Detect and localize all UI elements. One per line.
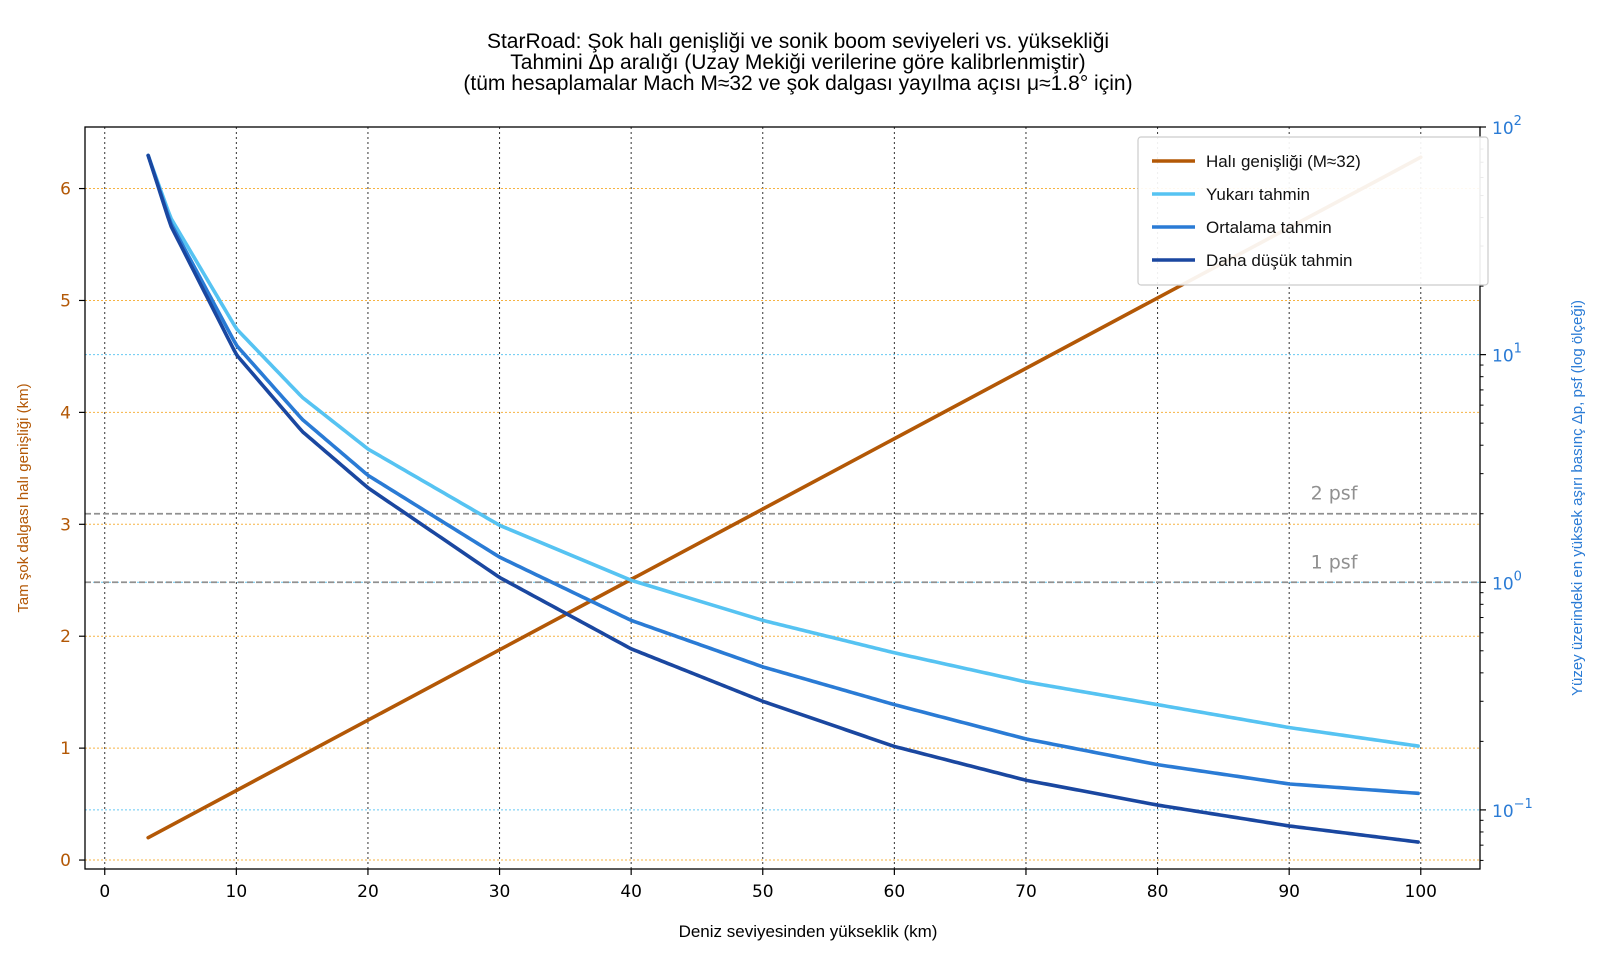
reference-line-label: 1 psf (1311, 551, 1359, 573)
chart-title-line-3: (tüm hesaplamalar Mach M≈32 ve şok dalga… (463, 72, 1132, 95)
series-line-3 (146, 153, 1420, 796)
x-tick-label: 10 (226, 882, 248, 902)
right-y-tick-label: 102 (1492, 114, 1522, 139)
left-y-tick-label: 1 (60, 739, 71, 759)
legend-box (1137, 136, 1489, 286)
legend-entry-label: Ortalama tahmin (1206, 218, 1332, 237)
x-tick-label: 20 (357, 882, 379, 902)
right-y-axis-label: Yüzey üzerindeki en yüksek aşırı basınç … (1569, 300, 1586, 696)
chart-title-line-1: StarRoad: Şok halı genişliği ve sonik bo… (487, 30, 1109, 53)
left-y-axis: 0 1 2 3 4 5 6 (60, 180, 85, 871)
right-y-tick-label: 100 (1492, 569, 1522, 594)
x-tick-label: 70 (1015, 882, 1037, 902)
right-y-tick-exponent: 1 (1514, 342, 1522, 357)
left-y-axis-label: Tam şok dalgası halı genişliği (km) (15, 383, 32, 612)
legend-entry-label: Halı genişliği (M≈32) (1206, 152, 1361, 171)
chart-title: StarRoad: Şok halı genişliği ve sonik bo… (463, 30, 1132, 95)
reference-lines: 2 psf 1 psf (85, 483, 1480, 584)
x-tick-label: 30 (489, 882, 511, 902)
x-axis: 0 10 20 30 40 50 60 70 80 90 100 (99, 869, 1437, 902)
x-tick-label: 60 (884, 882, 906, 902)
plot-area-frame (84, 126, 1481, 870)
reference-line-label: 2 psf (1311, 483, 1359, 505)
right-y-tick-base: 10 (1492, 119, 1514, 139)
x-tick-label: 80 (1147, 882, 1169, 902)
x-axis-label: Deniz seviyesinden yükseklik (km) (679, 922, 938, 941)
right-y-tick-exponent: 2 (1514, 114, 1522, 129)
right-y-tick-exponent: 0 (1514, 569, 1522, 584)
right-y-tick-base: 10 (1492, 574, 1514, 594)
left-y-tick-label: 5 (60, 291, 71, 311)
chart-title-line-2: Tahmini Δp aralığı (Uzay Mekiği verileri… (510, 51, 1085, 74)
x-tick-label: 40 (620, 882, 642, 902)
left-y-tick-label: 0 (60, 851, 71, 871)
right-y-tick-exponent: −1 (1514, 797, 1533, 812)
x-tick-label: 50 (752, 882, 774, 902)
series-line-2 (146, 153, 1420, 748)
right-y-tick-label: 101 (1492, 342, 1522, 367)
x-tick-label: 0 (99, 882, 110, 902)
legend: Halı genişliği (M≈32) Yukarı tahmin Ortala… (1137, 136, 1489, 286)
right-y-tick-label: 10−1 (1492, 797, 1533, 822)
series-line-4 (146, 153, 1420, 844)
x-tick-label: 90 (1278, 882, 1300, 902)
x-tick-label: 100 (1405, 882, 1437, 902)
legend-entry-label: Daha düşük tahmin (1206, 251, 1352, 270)
right-y-tick-base: 10 (1492, 347, 1514, 367)
legend-entry-label: Yukarı tahmin (1206, 185, 1310, 204)
left-y-tick-label: 6 (60, 180, 71, 200)
right-y-tick-base: 10 (1492, 802, 1514, 822)
left-y-tick-label: 3 (60, 515, 71, 535)
left-y-tick-label: 4 (60, 403, 71, 423)
left-y-tick-label: 2 (60, 627, 71, 647)
